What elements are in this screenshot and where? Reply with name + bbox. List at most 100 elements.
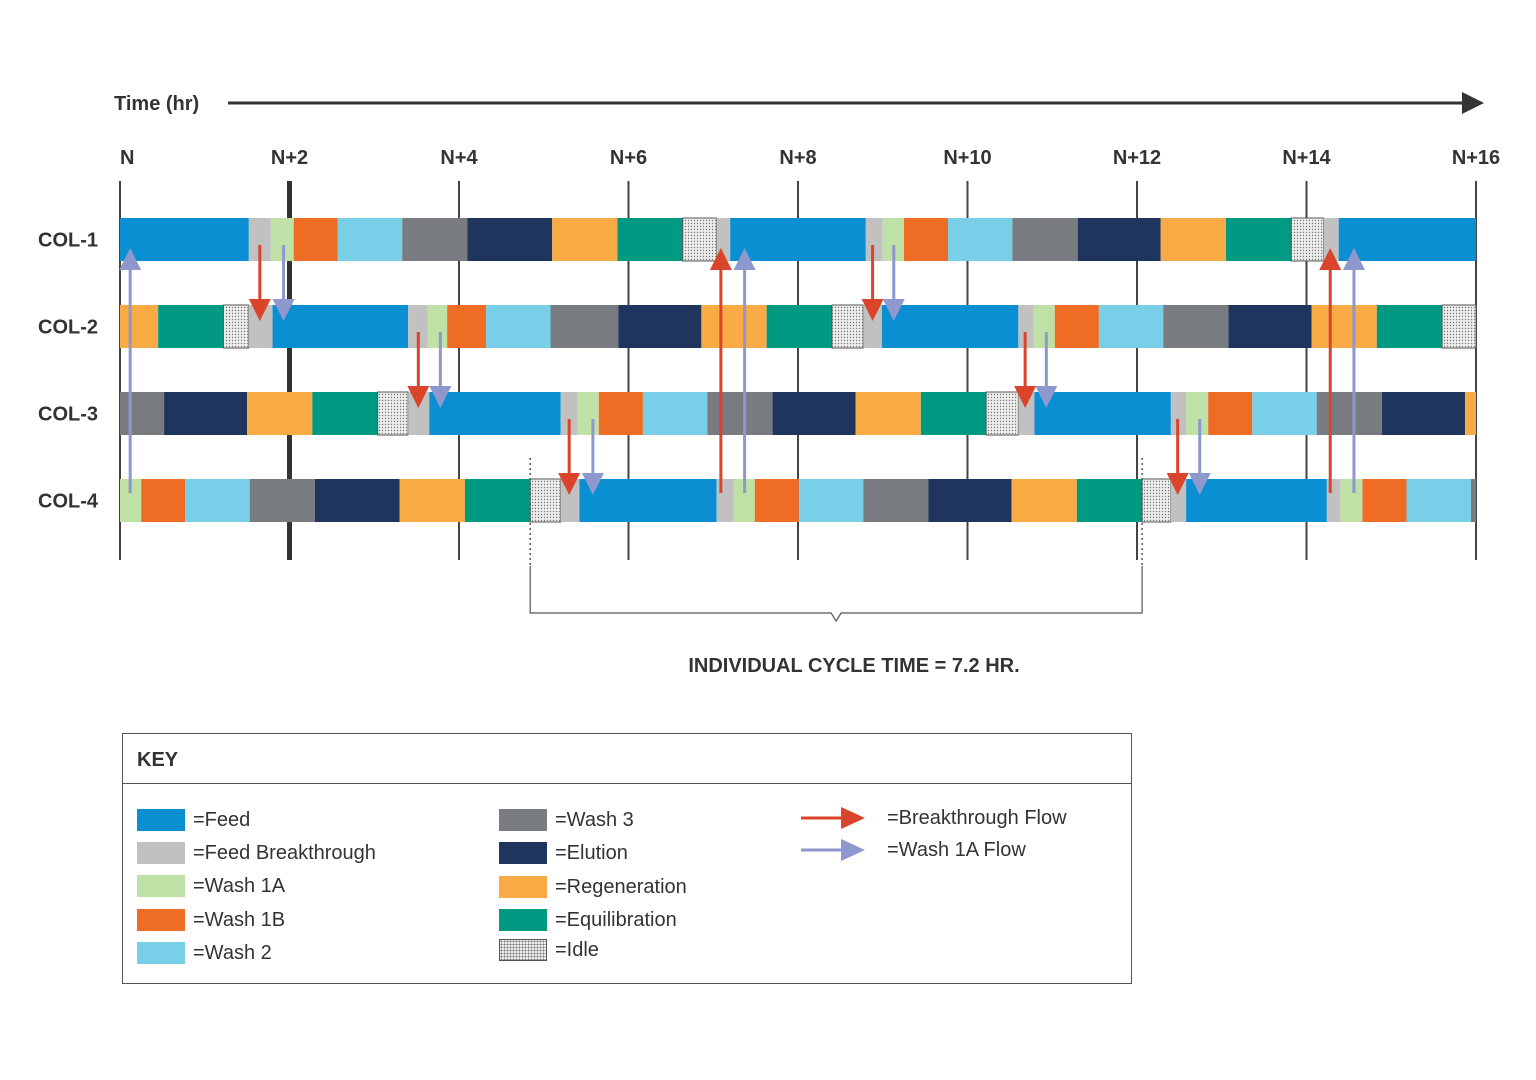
regeneration-segment: [120, 305, 159, 348]
elution-segment: [1077, 218, 1161, 261]
wash-1a-flow-arrow: [1035, 332, 1058, 408]
wash-1a-flow-arrow: [581, 419, 604, 495]
breakthrough-flow-arrow: [1166, 419, 1189, 495]
key-label-feed-breakthrough: =Feed Breakthrough: [193, 841, 376, 864]
wash2-segment: [642, 392, 708, 435]
elution-segment: [1228, 305, 1312, 348]
feed-segment: [429, 392, 561, 435]
wash-1a-flow-arrow: [733, 248, 756, 493]
tick-label: N+2: [271, 147, 308, 169]
wash3-segment: [249, 479, 315, 522]
wash-1b-swatch: [137, 909, 185, 931]
idle-segment: [222, 304, 250, 349]
wash-1a-flow-arrow: [429, 332, 452, 408]
time-axis-arrowhead: [1462, 92, 1484, 114]
time-tick-labels: N N+2 N+4 N+6 N+8 N+10 N+12 N+14 N+16: [120, 147, 1500, 169]
breakthrough-flow-arrow: [1014, 332, 1037, 408]
wash1a-segment: [120, 479, 142, 522]
elution-segment: [928, 479, 1012, 522]
idle-segment: [529, 478, 562, 523]
breakthrough-flow-arrow: [709, 248, 732, 493]
regeneration-segment: [1464, 392, 1476, 435]
equilibration-segment: [1076, 479, 1143, 522]
key-label-feed: =Feed: [193, 808, 251, 831]
wash-1a-swatch: [137, 875, 185, 897]
equilibration-segment: [158, 305, 224, 348]
phase-bars: [120, 217, 1477, 523]
feed-breakthrough-segment: [560, 479, 580, 522]
time-axis-title: Time (hr): [114, 93, 199, 115]
elution-segment: [164, 392, 248, 435]
wash1a-segment: [427, 305, 448, 348]
wash2-segment: [1252, 392, 1317, 435]
column-label: COL-4: [38, 491, 99, 513]
regeneration-segment: [399, 479, 465, 522]
tick-label: N+16: [1452, 147, 1500, 169]
elution-segment: [467, 218, 553, 261]
key-label-regeneration: =Regeneration: [555, 875, 687, 898]
time-axis: Time (hr): [114, 92, 1484, 115]
wash1b-segment: [447, 305, 487, 348]
regeneration-swatch: [499, 876, 547, 898]
feed-breakthrough-segment: [865, 218, 883, 261]
wash2-segment: [1098, 305, 1164, 348]
equilibration-segment: [617, 218, 683, 261]
equilibration-segment: [312, 392, 378, 435]
wash1b-segment: [1208, 392, 1253, 435]
feed-segment: [730, 218, 866, 261]
idle-segment: [985, 391, 1019, 436]
wash1b-segment: [1362, 479, 1407, 522]
wash1b-segment: [1054, 305, 1099, 348]
wash3-segment: [707, 392, 773, 435]
wash1a-segment: [1033, 305, 1055, 348]
tick-label: N+14: [1282, 147, 1331, 169]
wash-1a-flow-arrow: [882, 245, 905, 321]
feed-breakthrough-segment: [1170, 479, 1187, 522]
regeneration-segment: [552, 218, 618, 261]
tick-label: N+12: [1113, 147, 1161, 169]
tick-label: N: [120, 147, 134, 169]
tick-label: N+10: [943, 147, 991, 169]
key-item-regeneration: =Regeneration: [499, 875, 687, 899]
equilibration-segment: [1225, 218, 1292, 261]
wash1b-segment: [903, 218, 949, 261]
breakthrough-flow-arrow: [407, 332, 430, 408]
wash3-segment: [120, 392, 165, 435]
feed-breakthrough-segment: [408, 392, 430, 435]
wash3-segment: [1012, 218, 1078, 261]
feed-segment: [272, 305, 409, 348]
regeneration-segment: [1311, 305, 1377, 348]
breakthrough-flow-arrow: [1319, 248, 1342, 493]
key-label-equilibration: =Equilibration: [555, 908, 677, 931]
key-label-elution: =Elution: [555, 841, 628, 864]
key-label-wash-1a-flow: =Wash 1A Flow: [887, 838, 1026, 861]
feed-segment: [1338, 218, 1476, 261]
flow-arrows: [119, 245, 1365, 495]
idle-segment: [377, 391, 409, 436]
wash2-segment: [185, 479, 250, 522]
equilibration-segment: [766, 305, 832, 348]
wash3-segment: [863, 479, 929, 522]
key-label-breakthrough-flow: =Breakthrough Flow: [887, 806, 1067, 829]
feed-segment: [579, 479, 717, 522]
regeneration-segment: [1011, 479, 1077, 522]
equilibration-segment: [464, 479, 531, 522]
key-label-wash-1b: =Wash 1B: [193, 908, 286, 931]
key-panel: KEY =Feed =Feed Breakthrough =Wash 1A =W…: [122, 733, 1132, 984]
regeneration-segment: [701, 305, 767, 348]
wash2-segment: [486, 305, 551, 348]
key-item-wash-1a-flow: =Wash 1A Flow: [799, 838, 1026, 862]
equilibration-segment: [1376, 305, 1443, 348]
idle-segment: [1441, 304, 1477, 349]
wash3-segment: [402, 218, 468, 261]
wash1a-segment: [1340, 479, 1363, 522]
key-item-idle: =Idle: [499, 938, 599, 962]
regeneration-segment: [855, 392, 921, 435]
column-label: COL-3: [38, 404, 98, 426]
cycle-time-label: INDIVIDUAL CYCLE TIME = 7.2 HR.: [688, 655, 1019, 677]
key-header: KEY: [123, 734, 1131, 784]
key-label-idle: =Idle: [555, 938, 599, 961]
tick-label: N+4: [440, 147, 478, 169]
wash-1a-flow-arrow: [272, 245, 295, 321]
elution-segment: [772, 392, 856, 435]
